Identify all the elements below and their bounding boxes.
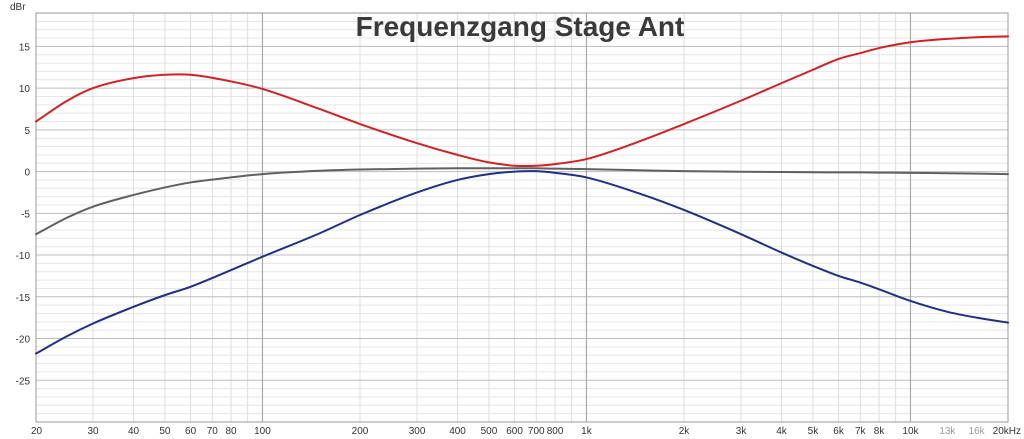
- y-tick-label: 15: [19, 42, 31, 53]
- x-axis-ticks: 20 30 40 50 60 70 80 100 200 300 400 500 600 700 800 1k…: [31, 426, 1021, 437]
- x-tick-label: 800: [547, 426, 564, 437]
- y-tick-label: -20: [16, 335, 31, 346]
- series-layer: [35, 35, 1009, 355]
- x-tick-label: 80: [226, 426, 238, 437]
- x-tick-label: 700: [528, 426, 545, 437]
- x-tick-label: 10k: [902, 426, 919, 437]
- x-tick-label: 60: [185, 426, 197, 437]
- x-tick-label: 16k: [969, 426, 986, 437]
- y-tick-label: -25: [16, 376, 31, 387]
- y-tick-label: 10: [19, 84, 31, 95]
- x-tick-label: 20: [31, 426, 43, 437]
- x-tick-label: 500: [481, 426, 498, 437]
- x-tick-label: 1k: [581, 426, 593, 437]
- y-tick-label: -10: [16, 251, 31, 262]
- x-tick-label: 2k: [679, 426, 691, 437]
- x-tick-label: 40: [128, 426, 140, 437]
- x-tick-label: 50: [159, 426, 171, 437]
- y-tick-label: 0: [24, 168, 30, 179]
- x-tick-label: 8k: [874, 426, 886, 437]
- x-tick-label: 13k: [939, 426, 956, 437]
- x-tick-label: 100: [254, 426, 271, 437]
- y-tick-label: 5: [24, 126, 30, 137]
- y-tick-label: -15: [16, 293, 31, 304]
- y-tick-label: -5: [21, 209, 30, 220]
- x-tick-label: 5k: [808, 426, 820, 437]
- x-tick-label: 30: [87, 426, 99, 437]
- plot-frame: [35, 12, 1009, 423]
- y-axis-unit: dBr: [10, 2, 26, 13]
- x-tick-label: 7k: [855, 426, 867, 437]
- x-tick-label: 200: [352, 426, 369, 437]
- x-tick-label: 6k: [833, 426, 845, 437]
- x-tick-label: 4k: [776, 426, 788, 437]
- x-tick-label: 20kHz: [993, 426, 1021, 437]
- x-tick-label: 300: [409, 426, 426, 437]
- x-tick-label: 600: [506, 426, 523, 437]
- chart-title: Frequenzgang Stage Ant: [356, 11, 685, 42]
- blue-series-line: [35, 170, 1009, 355]
- y-axis-ticks: 15 10 5 0 -5 -10 -15 -20 -25: [16, 42, 31, 387]
- minor-gridlines: [35, 12, 1009, 422]
- x-tick-label: 400: [449, 426, 466, 437]
- red-series-line: [35, 35, 1009, 168]
- x-tick-label: 3k: [736, 426, 748, 437]
- x-tick-label: 70: [207, 426, 219, 437]
- gray-series-line: [35, 167, 1009, 236]
